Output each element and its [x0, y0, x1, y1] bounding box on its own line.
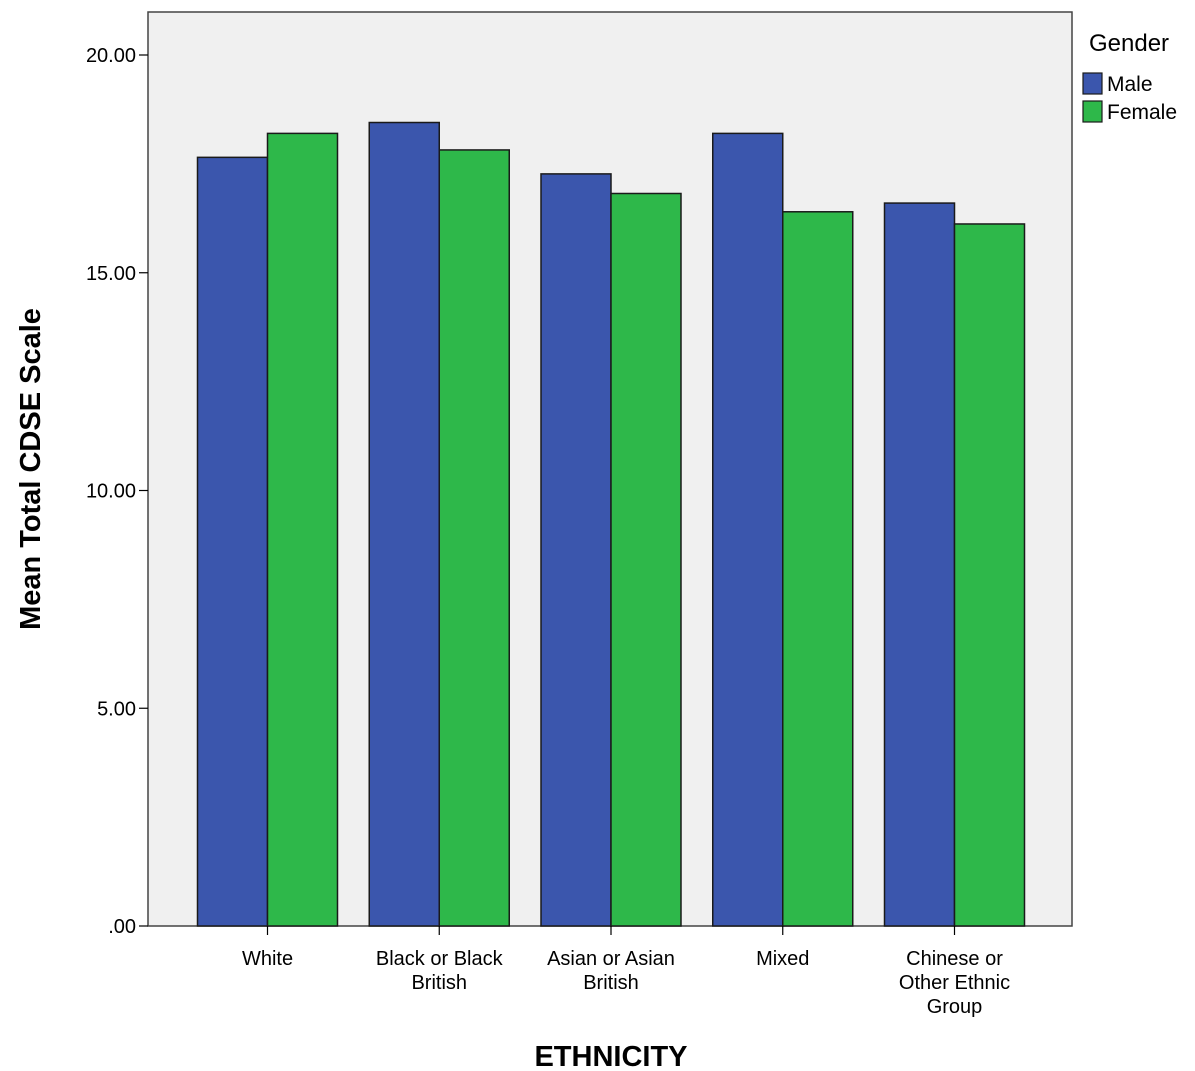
x-tick-label: British [583, 972, 639, 994]
bar-male [712, 132, 784, 927]
y-tick-label: 15.00 [86, 263, 136, 285]
y-tick-label: .00 [108, 916, 136, 938]
legend-swatch-male [1082, 72, 1103, 95]
x-axis-title: ETHNICITY [534, 1041, 687, 1071]
y-tick-label: 5.00 [97, 698, 136, 720]
y-tick-label: 20.00 [86, 45, 136, 67]
bar-male [196, 156, 269, 927]
legend-title: Gender [1089, 30, 1169, 57]
bars-group [196, 121, 1026, 927]
bar-male [540, 173, 612, 927]
legend-swatch-female [1082, 100, 1103, 123]
x-tick-label: Other Ethnic [899, 972, 1010, 994]
y-axis: .00 5.00 10.00 15.00 20.00 [86, 45, 148, 938]
x-tick-label: Group [927, 996, 983, 1018]
bar-female [953, 223, 1026, 927]
x-tick-label: Mixed [756, 948, 809, 970]
bar-male [883, 202, 956, 927]
bar-female [610, 192, 682, 927]
x-tick-label: Asian or Asian [547, 948, 675, 970]
legend-label-female: Female [1107, 101, 1177, 124]
legend: Gender Male Female [1082, 30, 1177, 124]
bar-female [266, 132, 339, 927]
x-tick-label: Chinese or [906, 948, 1003, 970]
x-tick-label: British [411, 972, 467, 994]
legend-label-male: Male [1107, 73, 1153, 96]
bar-female [438, 149, 510, 927]
bar-female [782, 211, 854, 927]
bar-male [368, 121, 440, 927]
y-axis-title: Mean Total CDSE Scale [15, 308, 47, 630]
x-tick-label: White [242, 948, 293, 970]
x-tick-label: Black or Black [376, 948, 504, 970]
y-tick-label: 10.00 [86, 481, 136, 503]
